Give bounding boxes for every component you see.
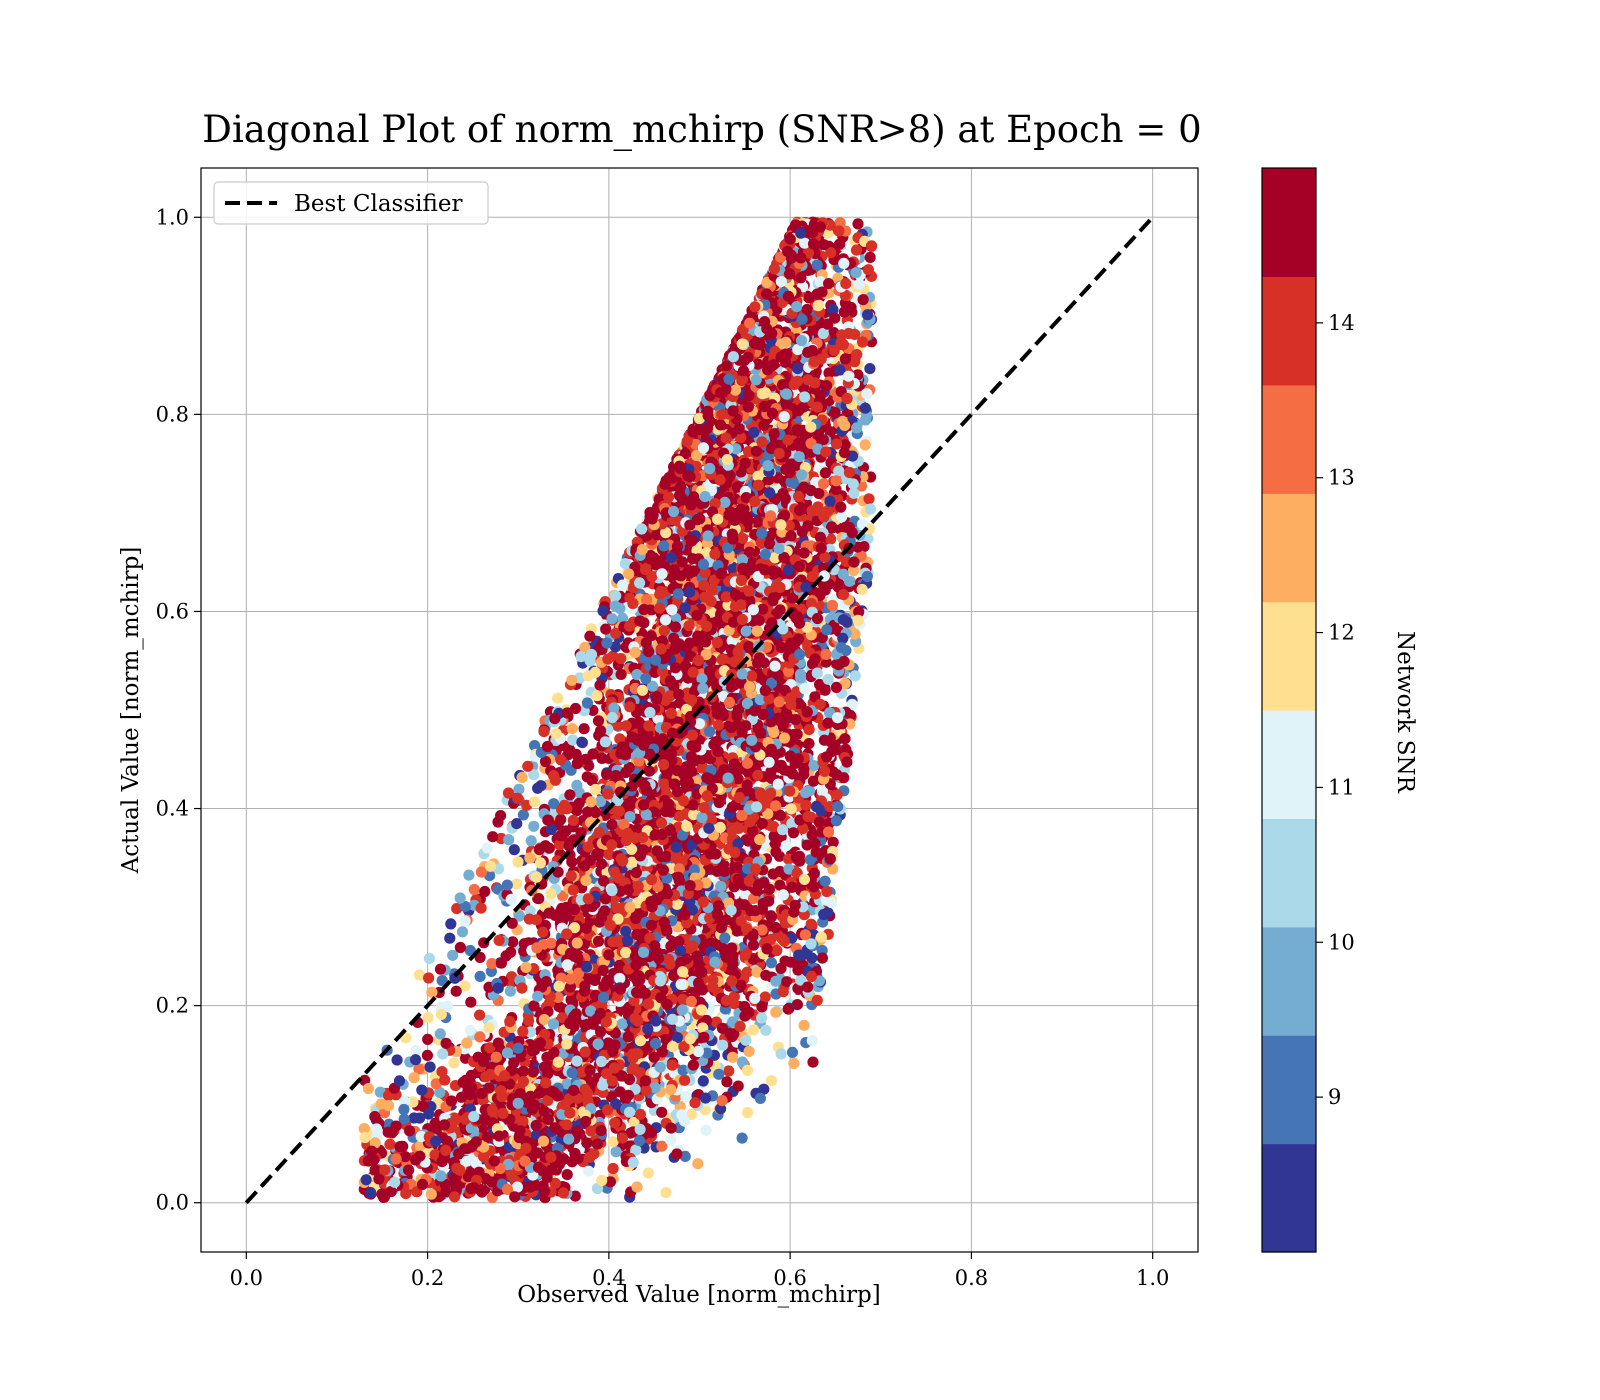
scatter-point: [829, 407, 841, 419]
scatter-point: [692, 1158, 704, 1170]
scatter-point: [806, 1035, 818, 1047]
scatter-point: [423, 972, 435, 984]
scatter-point: [571, 805, 583, 817]
scatter-point: [513, 783, 525, 795]
scatter-point: [557, 890, 569, 902]
scatter-point: [522, 760, 534, 772]
scatter-point: [561, 1169, 573, 1181]
scatter-point: [584, 630, 596, 642]
scatter-point: [362, 1083, 374, 1095]
chart-title: Diagonal Plot of norm_mchirp (SNR>8) at …: [202, 108, 1201, 152]
scatter-point: [717, 1039, 729, 1051]
scatter-point: [862, 264, 875, 276]
scatter-point: [422, 1011, 434, 1024]
scatter-point: [426, 986, 438, 998]
scatter-point: [434, 1028, 446, 1040]
scatter-point: [825, 533, 837, 545]
scatter-point: [736, 1132, 748, 1144]
scatter-point: [459, 980, 471, 992]
scatter-point: [758, 1083, 770, 1095]
scatter-point: [424, 1061, 436, 1073]
scatter-point: [685, 1108, 698, 1120]
scatter-point: [803, 738, 815, 750]
scatter-point: [484, 860, 497, 872]
scatter-point: [525, 835, 537, 847]
scatter-point: [569, 1190, 581, 1202]
scatter-point: [741, 966, 753, 978]
scatter-point: [849, 670, 861, 682]
scatter-point: [444, 932, 456, 944]
scatter-points: [358, 216, 878, 1204]
scatter-point: [816, 952, 829, 964]
scatter-point: [817, 327, 829, 340]
scatter-point: [454, 941, 466, 954]
scatter-point: [723, 1065, 735, 1077]
scatter-point: [760, 1024, 772, 1036]
scatter-point: [461, 1037, 473, 1049]
scatter-point: [421, 1049, 433, 1061]
scatter-point: [434, 1086, 446, 1099]
scatter-point: [528, 820, 540, 832]
scatter-point: [470, 1157, 482, 1169]
scatter-point: [617, 612, 629, 625]
scatter-point: [474, 951, 486, 964]
scatter-point: [508, 844, 520, 856]
scatter-point: [507, 936, 519, 948]
scatter-point: [510, 878, 523, 890]
scatter-point: [456, 926, 469, 938]
scatter-point: [615, 668, 627, 681]
scatter-point: [727, 1051, 739, 1063]
scatter-point: [607, 1162, 619, 1175]
scatter-point: [786, 1046, 799, 1058]
